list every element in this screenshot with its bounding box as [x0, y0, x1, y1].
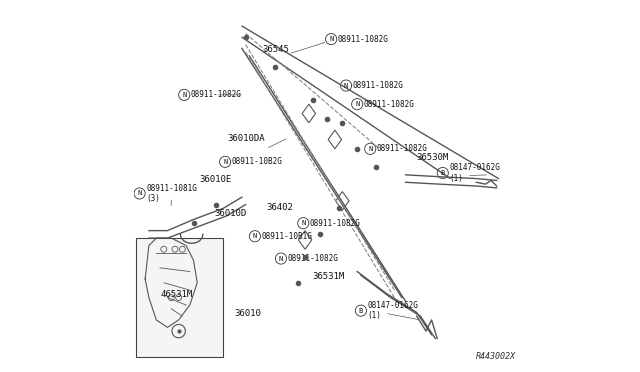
Text: N: N — [223, 159, 227, 165]
Text: N: N — [182, 92, 186, 98]
Text: 08911-1082G: 08911-1082G — [191, 90, 242, 99]
Text: 36531M: 36531M — [312, 272, 345, 281]
Text: 36530M: 36530M — [417, 153, 449, 162]
Text: 08911-1082G: 08911-1082G — [338, 35, 388, 44]
Text: 36010D: 36010D — [214, 209, 246, 218]
Text: N: N — [301, 220, 305, 226]
Text: 08911-10B1G: 08911-10B1G — [262, 232, 312, 241]
Text: 08911-10B2G: 08911-10B2G — [232, 157, 283, 166]
Text: 36545: 36545 — [262, 45, 289, 54]
Text: 36010DA: 36010DA — [227, 134, 264, 143]
Text: 36010E: 36010E — [199, 175, 231, 184]
Text: 08911-1082G: 08911-1082G — [310, 219, 361, 228]
Text: 36010: 36010 — [234, 309, 261, 318]
Text: 08911-1082G: 08911-1082G — [353, 81, 404, 90]
Text: N: N — [368, 146, 372, 152]
Text: R443002X: R443002X — [476, 352, 516, 361]
Text: N: N — [279, 256, 283, 262]
Text: N: N — [344, 83, 348, 89]
FancyBboxPatch shape — [136, 238, 223, 357]
Text: B: B — [359, 308, 363, 314]
Text: B: B — [440, 170, 445, 176]
Text: N: N — [253, 233, 257, 239]
Text: N: N — [138, 190, 141, 196]
Text: 08911-1082G: 08911-1082G — [287, 254, 339, 263]
Text: N: N — [329, 36, 333, 42]
Text: 08147-0162G
(1): 08147-0162G (1) — [367, 301, 419, 320]
Text: 08147-0162G
(1): 08147-0162G (1) — [449, 163, 500, 183]
Text: 08911-1082G: 08911-1082G — [377, 144, 428, 153]
Text: N: N — [355, 101, 359, 107]
Text: 08911-1081G
(3): 08911-1081G (3) — [147, 184, 197, 203]
Text: 46531M: 46531M — [160, 291, 192, 299]
Text: 36402: 36402 — [266, 203, 293, 212]
Text: 08911-1082G: 08911-1082G — [364, 100, 415, 109]
